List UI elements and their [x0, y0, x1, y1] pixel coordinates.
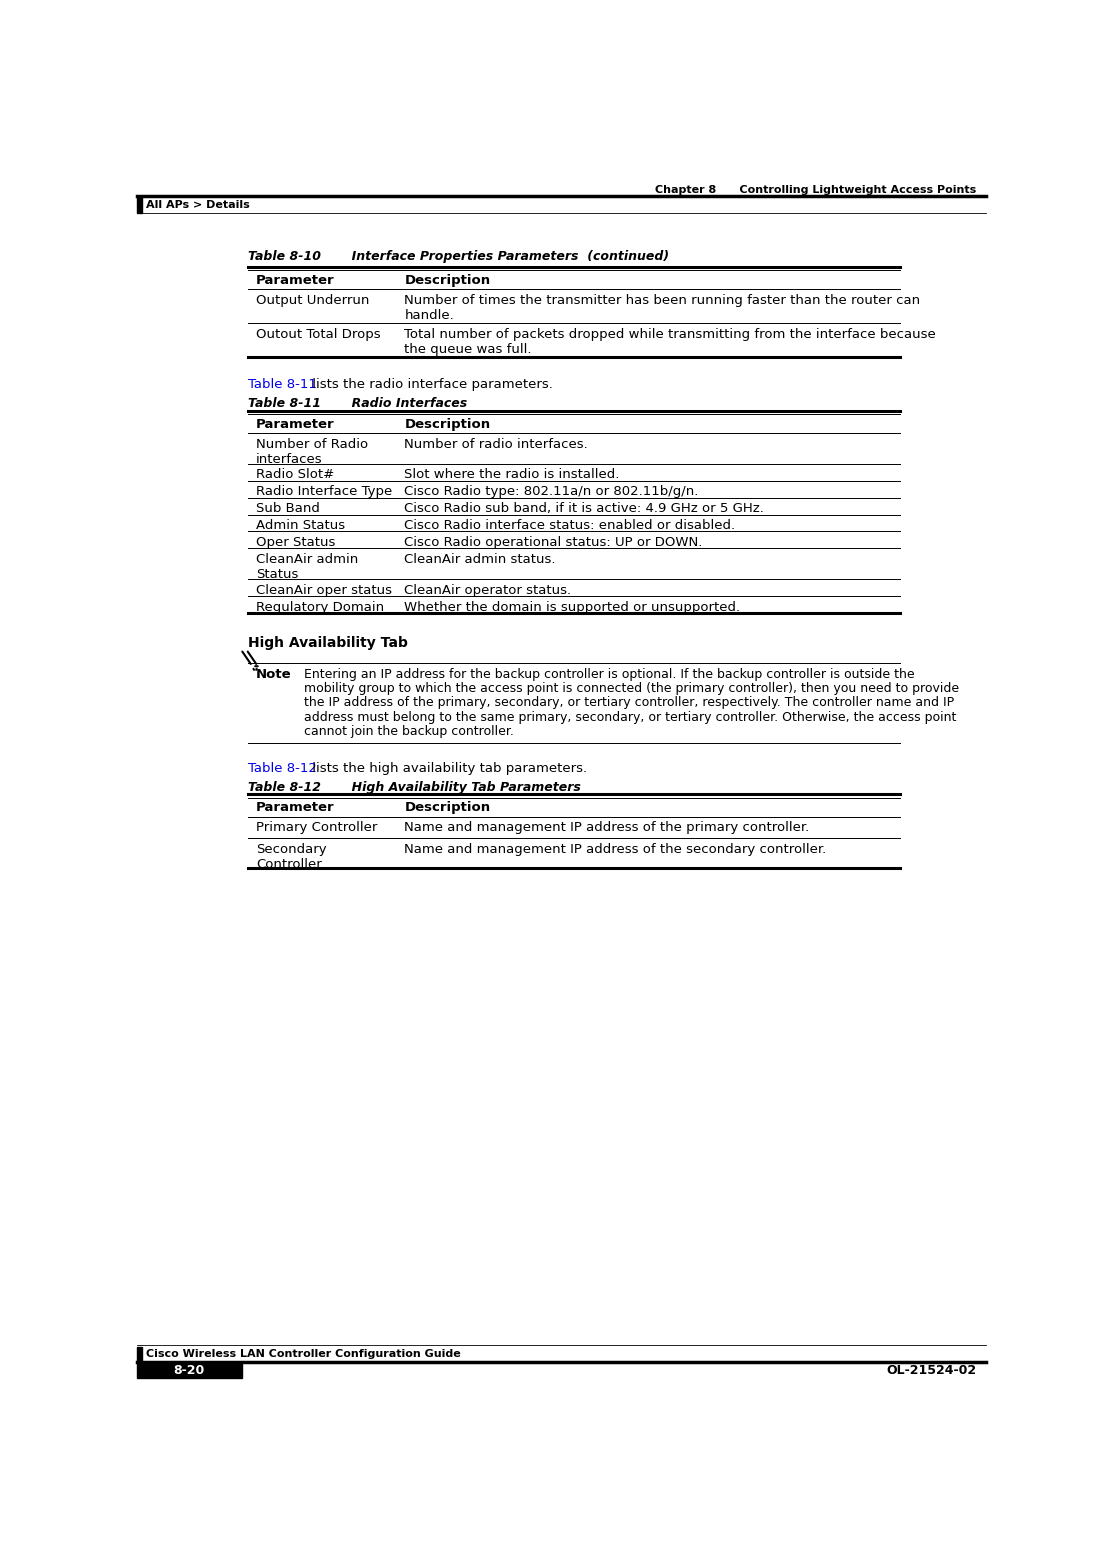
Text: Table 8-12       High Availability Tab Parameters: Table 8-12 High Availability Tab Paramet…	[249, 780, 581, 794]
Text: Regulatory Domain: Regulatory Domain	[256, 601, 384, 615]
Bar	[137, 1347, 142, 1361]
Text: lists the radio interface parameters.: lists the radio interface parameters.	[308, 378, 553, 392]
Text: Cisco Wireless LAN Controller Configuration Guide: Cisco Wireless LAN Controller Configurat…	[146, 1348, 461, 1359]
Text: Name and management IP address of the primary controller.: Name and management IP address of the pr…	[404, 822, 809, 834]
Text: Admin Status: Admin Status	[256, 519, 345, 533]
Text: Table 8-11       Radio Interfaces: Table 8-11 Radio Interfaces	[249, 396, 468, 410]
Text: Slot where the radio is installed.: Slot where the radio is installed.	[404, 469, 620, 481]
Text: Table 8-12: Table 8-12	[249, 762, 318, 776]
Text: Number of Radio
interfaces: Number of Radio interfaces	[256, 438, 368, 466]
Text: Description: Description	[404, 274, 491, 286]
Text: OL-21524-02: OL-21524-02	[886, 1364, 977, 1376]
Text: CleanAir admin status.: CleanAir admin status.	[404, 553, 556, 567]
Text: CleanAir oper status: CleanAir oper status	[256, 584, 392, 598]
Text: cannot join the backup controller.: cannot join the backup controller.	[304, 724, 515, 738]
Text: CleanAir admin
Status: CleanAir admin Status	[256, 553, 358, 580]
Bar	[137, 1362, 242, 1378]
Text: Cisco Radio interface status: enabled or disabled.: Cisco Radio interface status: enabled or…	[404, 519, 736, 533]
Text: Total number of packets dropped while transmitting from the interface because
th: Total number of packets dropped while tr…	[404, 328, 936, 356]
Bar	[137, 197, 142, 212]
Text: Table 8-11: Table 8-11	[249, 378, 318, 392]
Text: Secondary
Controller: Secondary Controller	[256, 844, 326, 872]
Text: Parameter: Parameter	[256, 418, 335, 430]
Text: High Availability Tab: High Availability Tab	[249, 636, 408, 650]
Text: Outout Total Drops: Outout Total Drops	[256, 328, 381, 341]
Text: Table 8-10       Interface Properties Parameters  (continued): Table 8-10 Interface Properties Paramete…	[249, 249, 670, 263]
Text: Primary Controller: Primary Controller	[256, 822, 378, 834]
Text: the IP address of the primary, secondary, or tertiary controller, respectively. : the IP address of the primary, secondary…	[304, 697, 955, 709]
Text: Entering an IP address for the backup controller is optional. If the backup cont: Entering an IP address for the backup co…	[304, 667, 915, 681]
Text: Name and management IP address of the secondary controller.: Name and management IP address of the se…	[404, 844, 827, 856]
Text: lists the high availability tab parameters.: lists the high availability tab paramete…	[308, 762, 587, 776]
Text: Whether the domain is supported or unsupported.: Whether the domain is supported or unsup…	[404, 601, 740, 615]
Text: address must belong to the same primary, secondary, or tertiary controller. Othe: address must belong to the same primary,…	[304, 711, 957, 723]
Text: Description: Description	[404, 802, 491, 814]
Text: Chapter 8      Controlling Lightweight Access Points: Chapter 8 Controlling Lightweight Access…	[655, 186, 977, 195]
Text: Sub Band: Sub Band	[256, 502, 320, 515]
Text: Note: Note	[256, 667, 292, 681]
Text: Number of radio interfaces.: Number of radio interfaces.	[404, 438, 588, 450]
Text: Cisco Radio type: 802.11a/n or 802.11b/g/n.: Cisco Radio type: 802.11a/n or 802.11b/g…	[404, 485, 699, 498]
Text: Number of times the transmitter has been running faster than the router can
hand: Number of times the transmitter has been…	[404, 294, 921, 322]
Text: Oper Status: Oper Status	[256, 536, 335, 550]
Text: Cisco Radio operational status: UP or DOWN.: Cisco Radio operational status: UP or DO…	[404, 536, 703, 550]
Text: Radio Interface Type: Radio Interface Type	[256, 485, 392, 498]
Text: Output Underrun: Output Underrun	[256, 294, 370, 308]
Text: mobility group to which the access point is connected (the primary controller), : mobility group to which the access point…	[304, 683, 959, 695]
Text: Description: Description	[404, 418, 491, 430]
Text: CleanAir operator status.: CleanAir operator status.	[404, 584, 572, 598]
Text: Parameter: Parameter	[256, 274, 335, 286]
Text: 8-20: 8-20	[173, 1364, 205, 1376]
Text: Cisco Radio sub band, if it is active: 4.9 GHz or 5 GHz.: Cisco Radio sub band, if it is active: 4…	[404, 502, 764, 515]
Text: All APs > Details: All APs > Details	[146, 200, 250, 211]
Text: Radio Slot#: Radio Slot#	[256, 469, 334, 481]
Text: Parameter: Parameter	[256, 802, 335, 814]
